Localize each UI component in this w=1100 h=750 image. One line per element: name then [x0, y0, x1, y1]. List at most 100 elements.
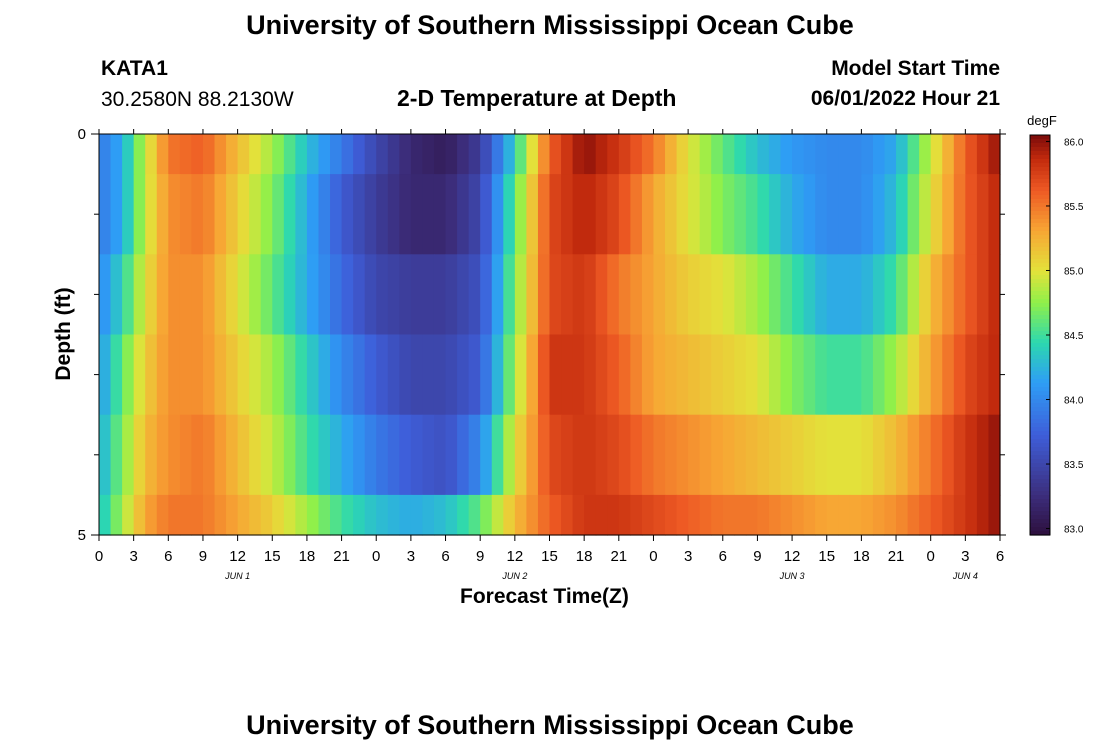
heatmap-cell [295, 174, 308, 255]
heatmap-cell [665, 254, 678, 336]
heatmap-cell [953, 494, 966, 536]
heatmap-cell [919, 334, 932, 416]
heatmap-cell [896, 334, 909, 416]
heatmap-cell [249, 174, 262, 255]
colorbar-segment [1030, 531, 1050, 536]
heatmap-cell [226, 494, 239, 536]
colorbar-segment [1030, 395, 1050, 400]
heatmap-cell [965, 494, 978, 536]
heatmap-cell [965, 174, 978, 255]
heatmap-cell [214, 134, 227, 175]
colorbar-segment [1030, 347, 1050, 352]
heatmap-cell [896, 254, 909, 336]
heatmap-cell [838, 414, 851, 496]
heatmap-cell [226, 174, 239, 255]
heatmap-cell [260, 254, 273, 336]
heatmap-cell [503, 414, 516, 496]
heatmap-cell [572, 414, 585, 496]
heatmap-cell [226, 334, 239, 416]
heatmap-cell [861, 414, 874, 496]
heatmap-cell [503, 134, 516, 175]
heatmap-cell [283, 254, 296, 336]
temperature-heatmap-chart: 0 3 6 9 12 15 18 21 0 3 6 9 12 15 18 21 0 3 6 9 12 15 18 21 0 3 6 J… [78, 113, 1084, 581]
heatmap-cell [907, 334, 920, 416]
colorbar-segment [1030, 171, 1050, 176]
heatmap-cell [514, 174, 527, 255]
heatmap-cell [965, 134, 978, 175]
heatmap-cell [688, 414, 701, 496]
heatmap-cell [156, 494, 169, 536]
heatmap-cell [526, 174, 539, 255]
heatmap-cell [745, 494, 759, 536]
colorbar-segment [1030, 411, 1050, 416]
heatmap-cell [503, 334, 516, 416]
heatmap-cell [907, 174, 920, 255]
heatmap-cell [988, 494, 1001, 536]
x-tick-label: 6 [996, 548, 1004, 565]
colorbar-segment [1030, 391, 1050, 396]
heatmap-cell [330, 254, 343, 336]
colorbar-segment [1030, 307, 1050, 312]
heatmap-cell [306, 174, 320, 255]
heatmap-cell [445, 334, 458, 416]
heatmap-cell [468, 254, 481, 336]
heatmap-cell [630, 414, 643, 496]
heatmap-cell [653, 134, 666, 175]
colorbar-segment [1030, 191, 1050, 196]
heatmap-cell [99, 494, 112, 536]
x-tick-label: 18 [299, 548, 316, 565]
heatmap-cell [295, 414, 308, 496]
heatmap-cell [514, 494, 527, 536]
heatmap-cell [549, 334, 562, 416]
heatmap-cell [272, 254, 285, 336]
heatmap-cell [214, 174, 227, 255]
colorbar-segment [1030, 431, 1050, 436]
heatmap-cell [930, 174, 943, 255]
heatmap-cell [872, 414, 886, 496]
colorbar-segment [1030, 143, 1050, 148]
heatmap-cell [364, 334, 377, 416]
colorbar-segment [1030, 423, 1050, 428]
heatmap-cell [364, 414, 377, 496]
heatmap-cell [549, 254, 562, 336]
heatmap-cell [734, 334, 747, 416]
heatmap-cell [330, 134, 343, 175]
heatmap-cell [318, 494, 331, 536]
colorbar-segment [1030, 275, 1050, 280]
heatmap-cell [249, 414, 262, 496]
colorbar-segment [1030, 179, 1050, 184]
heatmap-cell [341, 334, 354, 416]
colorbar-segment [1030, 267, 1050, 272]
heatmap-cell [665, 134, 678, 175]
colorbar-segment [1030, 215, 1050, 220]
heatmap-cell [514, 334, 527, 416]
heatmap-cell [607, 334, 620, 416]
heatmap-cell [145, 414, 158, 496]
heatmap-cell [757, 334, 770, 416]
heatmap-cell [445, 494, 458, 536]
x-axis-label: Forecast Time(Z) [460, 585, 629, 608]
heatmap-cell [699, 174, 712, 255]
colorbar-tick-label: 83.0 [1064, 525, 1084, 536]
heatmap-cell [561, 174, 574, 255]
colorbar-segment [1030, 443, 1050, 448]
colorbar-segment [1030, 499, 1050, 504]
heatmap-cell [491, 414, 504, 496]
heatmap-cell [988, 414, 1001, 496]
x-tick-label: 15 [818, 548, 835, 565]
heatmap-cell [179, 134, 193, 175]
heatmap-cell [618, 134, 631, 175]
heatmap-cell [99, 334, 112, 416]
colorbar-segment [1030, 219, 1050, 224]
heatmap-cell [468, 494, 481, 536]
colorbar-segment [1030, 331, 1050, 336]
heatmap-cell [503, 254, 516, 336]
heatmap-cell [826, 134, 839, 175]
heatmap-cell [191, 334, 204, 416]
colorbar-segment [1030, 227, 1050, 232]
heatmap-cell [757, 414, 770, 496]
heatmap-cell [561, 414, 574, 496]
heatmap-cell [272, 414, 285, 496]
heatmap-cell [884, 174, 897, 255]
date-label: JUN 4 [952, 571, 978, 581]
